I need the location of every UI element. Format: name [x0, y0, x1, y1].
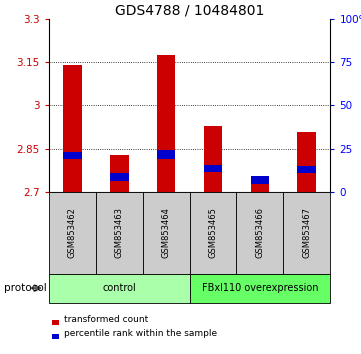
Text: GSM853466: GSM853466: [256, 207, 264, 258]
Bar: [251, 176, 269, 183]
Bar: [63, 152, 82, 159]
Bar: [297, 131, 316, 192]
Bar: [143, 192, 190, 274]
Bar: [157, 55, 175, 192]
Text: protocol: protocol: [4, 283, 46, 293]
Bar: [49, 192, 96, 274]
Bar: [283, 192, 330, 274]
Bar: [110, 173, 129, 181]
Text: GSM853465: GSM853465: [209, 207, 217, 258]
Bar: [52, 320, 58, 325]
Title: GDS4788 / 10484801: GDS4788 / 10484801: [115, 4, 264, 18]
Bar: [63, 65, 82, 192]
Text: transformed count: transformed count: [64, 315, 148, 324]
Bar: [236, 192, 283, 274]
Bar: [96, 192, 143, 274]
Bar: [297, 166, 316, 173]
Bar: [204, 165, 222, 172]
Text: GSM853463: GSM853463: [115, 207, 123, 258]
Text: GSM853467: GSM853467: [303, 207, 311, 258]
Bar: [251, 179, 269, 192]
Text: GSM853462: GSM853462: [68, 207, 77, 258]
Text: FBxl110 overexpression: FBxl110 overexpression: [202, 283, 318, 293]
Bar: [52, 334, 58, 339]
Text: percentile rank within the sample: percentile rank within the sample: [64, 329, 217, 338]
Bar: [190, 192, 236, 274]
Bar: [190, 274, 330, 303]
Bar: [110, 155, 129, 192]
Bar: [204, 126, 222, 192]
Text: GSM853464: GSM853464: [162, 207, 170, 258]
Text: control: control: [102, 283, 136, 293]
Bar: [49, 274, 190, 303]
Bar: [157, 150, 175, 159]
